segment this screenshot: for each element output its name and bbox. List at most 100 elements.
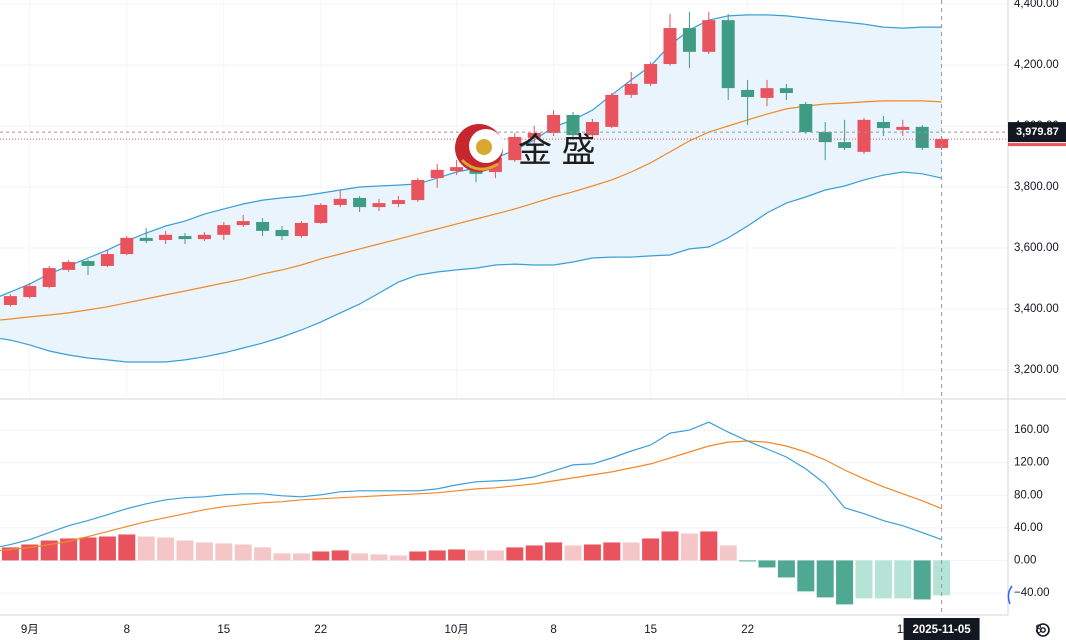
watermark-text: 金 盛	[518, 132, 595, 170]
candle-body	[876, 121, 890, 129]
macd-bar	[874, 560, 892, 599]
x-tick-label: 15	[217, 624, 230, 636]
y-tick-label: 0.00	[1014, 554, 1036, 566]
macd-bar	[797, 560, 815, 592]
macd-bar	[234, 544, 252, 561]
macd-bar	[661, 531, 679, 561]
x-tick-label: 8	[550, 624, 556, 636]
macd-bar	[525, 545, 543, 561]
macd-bar	[389, 555, 407, 561]
macd-bar	[254, 547, 272, 561]
candle-body	[62, 261, 76, 270]
scroll-icon	[1007, 585, 1013, 605]
macd-bar	[60, 538, 78, 561]
candle-body	[527, 132, 541, 138]
candle-body	[139, 237, 153, 241]
crosshair-date-bg	[903, 618, 980, 640]
crosshair-date: 2025-11-05	[912, 624, 971, 636]
candle-body	[896, 126, 910, 130]
macd-bar	[195, 542, 213, 561]
macd-bar	[603, 542, 621, 561]
y-tick-label: 160.00	[1014, 424, 1049, 436]
x-tick-label: 11	[897, 624, 909, 636]
y-tick-label: 80.00	[1014, 489, 1043, 501]
macd-bar	[312, 551, 330, 561]
candle-body	[818, 132, 832, 143]
x-tick-label: 8	[1035, 624, 1041, 636]
x-tick-label: 15	[644, 624, 657, 636]
macd-bar	[157, 537, 175, 561]
candle-body	[857, 119, 871, 152]
candle-body	[935, 139, 949, 148]
candle-body	[702, 20, 716, 52]
band-fill	[0, 14, 942, 363]
candle-body	[42, 268, 56, 287]
macd-bar	[486, 550, 504, 561]
y-tick-label: 3,200.00	[1014, 364, 1059, 376]
candle-body	[682, 28, 696, 52]
y-tick-label: 3,600.00	[1014, 242, 1059, 254]
dif-line	[0, 421, 942, 548]
band-line	[0, 14, 942, 297]
candle-body	[779, 88, 793, 94]
candle-body	[159, 234, 173, 241]
candle-body	[294, 222, 308, 237]
macd-bar	[739, 560, 757, 562]
macd-bar	[913, 560, 931, 600]
candle-body	[605, 94, 619, 127]
macd-bar	[215, 543, 233, 561]
candle-body	[314, 204, 328, 223]
candle-body	[547, 114, 561, 133]
macd-bar	[758, 560, 776, 568]
candle-body	[566, 114, 580, 136]
candle-body	[450, 167, 464, 172]
candle-body	[120, 237, 134, 255]
settings-icon[interactable]	[1036, 623, 1050, 637]
y-tick-label: 120.00	[1014, 457, 1049, 469]
macd-bar	[448, 549, 466, 561]
band-line	[0, 171, 942, 363]
x-tick-label: 9月	[21, 624, 39, 636]
macd-bar	[816, 560, 834, 598]
candle-body	[741, 89, 755, 97]
y-tick-label: 3,800.00	[1014, 181, 1059, 193]
macd-bar	[176, 540, 194, 561]
y-tick-label: 3,400.00	[1014, 303, 1059, 315]
candle-body	[217, 225, 231, 235]
candle-body	[391, 200, 405, 205]
y-tick-label: 40.00	[1014, 522, 1043, 534]
macd-bar	[622, 542, 640, 561]
price-label: 3,979.87	[1016, 126, 1059, 138]
candle-body	[236, 221, 250, 226]
candle-body	[3, 296, 17, 305]
price-pane	[0, 0, 1008, 398]
x-tick-label: 22	[314, 624, 327, 636]
axes: 3,200.003,400.003,600.003,800.004,000.00…	[21, 0, 1059, 636]
candle-body	[663, 28, 677, 65]
macd-bar	[700, 531, 718, 561]
macd-bar	[506, 547, 524, 561]
band-line	[0, 100, 942, 321]
macd-bar	[777, 560, 795, 578]
x-tick-label: 10月	[444, 624, 468, 636]
candle-body	[760, 88, 774, 98]
candle-body	[721, 20, 735, 89]
macd-bar	[642, 538, 660, 561]
macd-bar	[98, 536, 116, 561]
macd-bar	[836, 560, 854, 605]
x-tick-label: 8	[124, 624, 130, 636]
macd-pane	[0, 421, 1008, 605]
candle-body	[23, 286, 37, 298]
dea-line	[0, 440, 942, 552]
macd-bar	[118, 534, 136, 561]
macd-bar	[467, 550, 485, 561]
macd-bar	[1, 547, 19, 561]
macd-bar	[292, 553, 310, 561]
candle-body	[81, 261, 95, 266]
macd-bar	[545, 542, 563, 561]
y-tick-label: 4,200.00	[1014, 59, 1059, 71]
watermark-logo	[455, 124, 503, 172]
x-tick-label: 22	[741, 624, 754, 636]
